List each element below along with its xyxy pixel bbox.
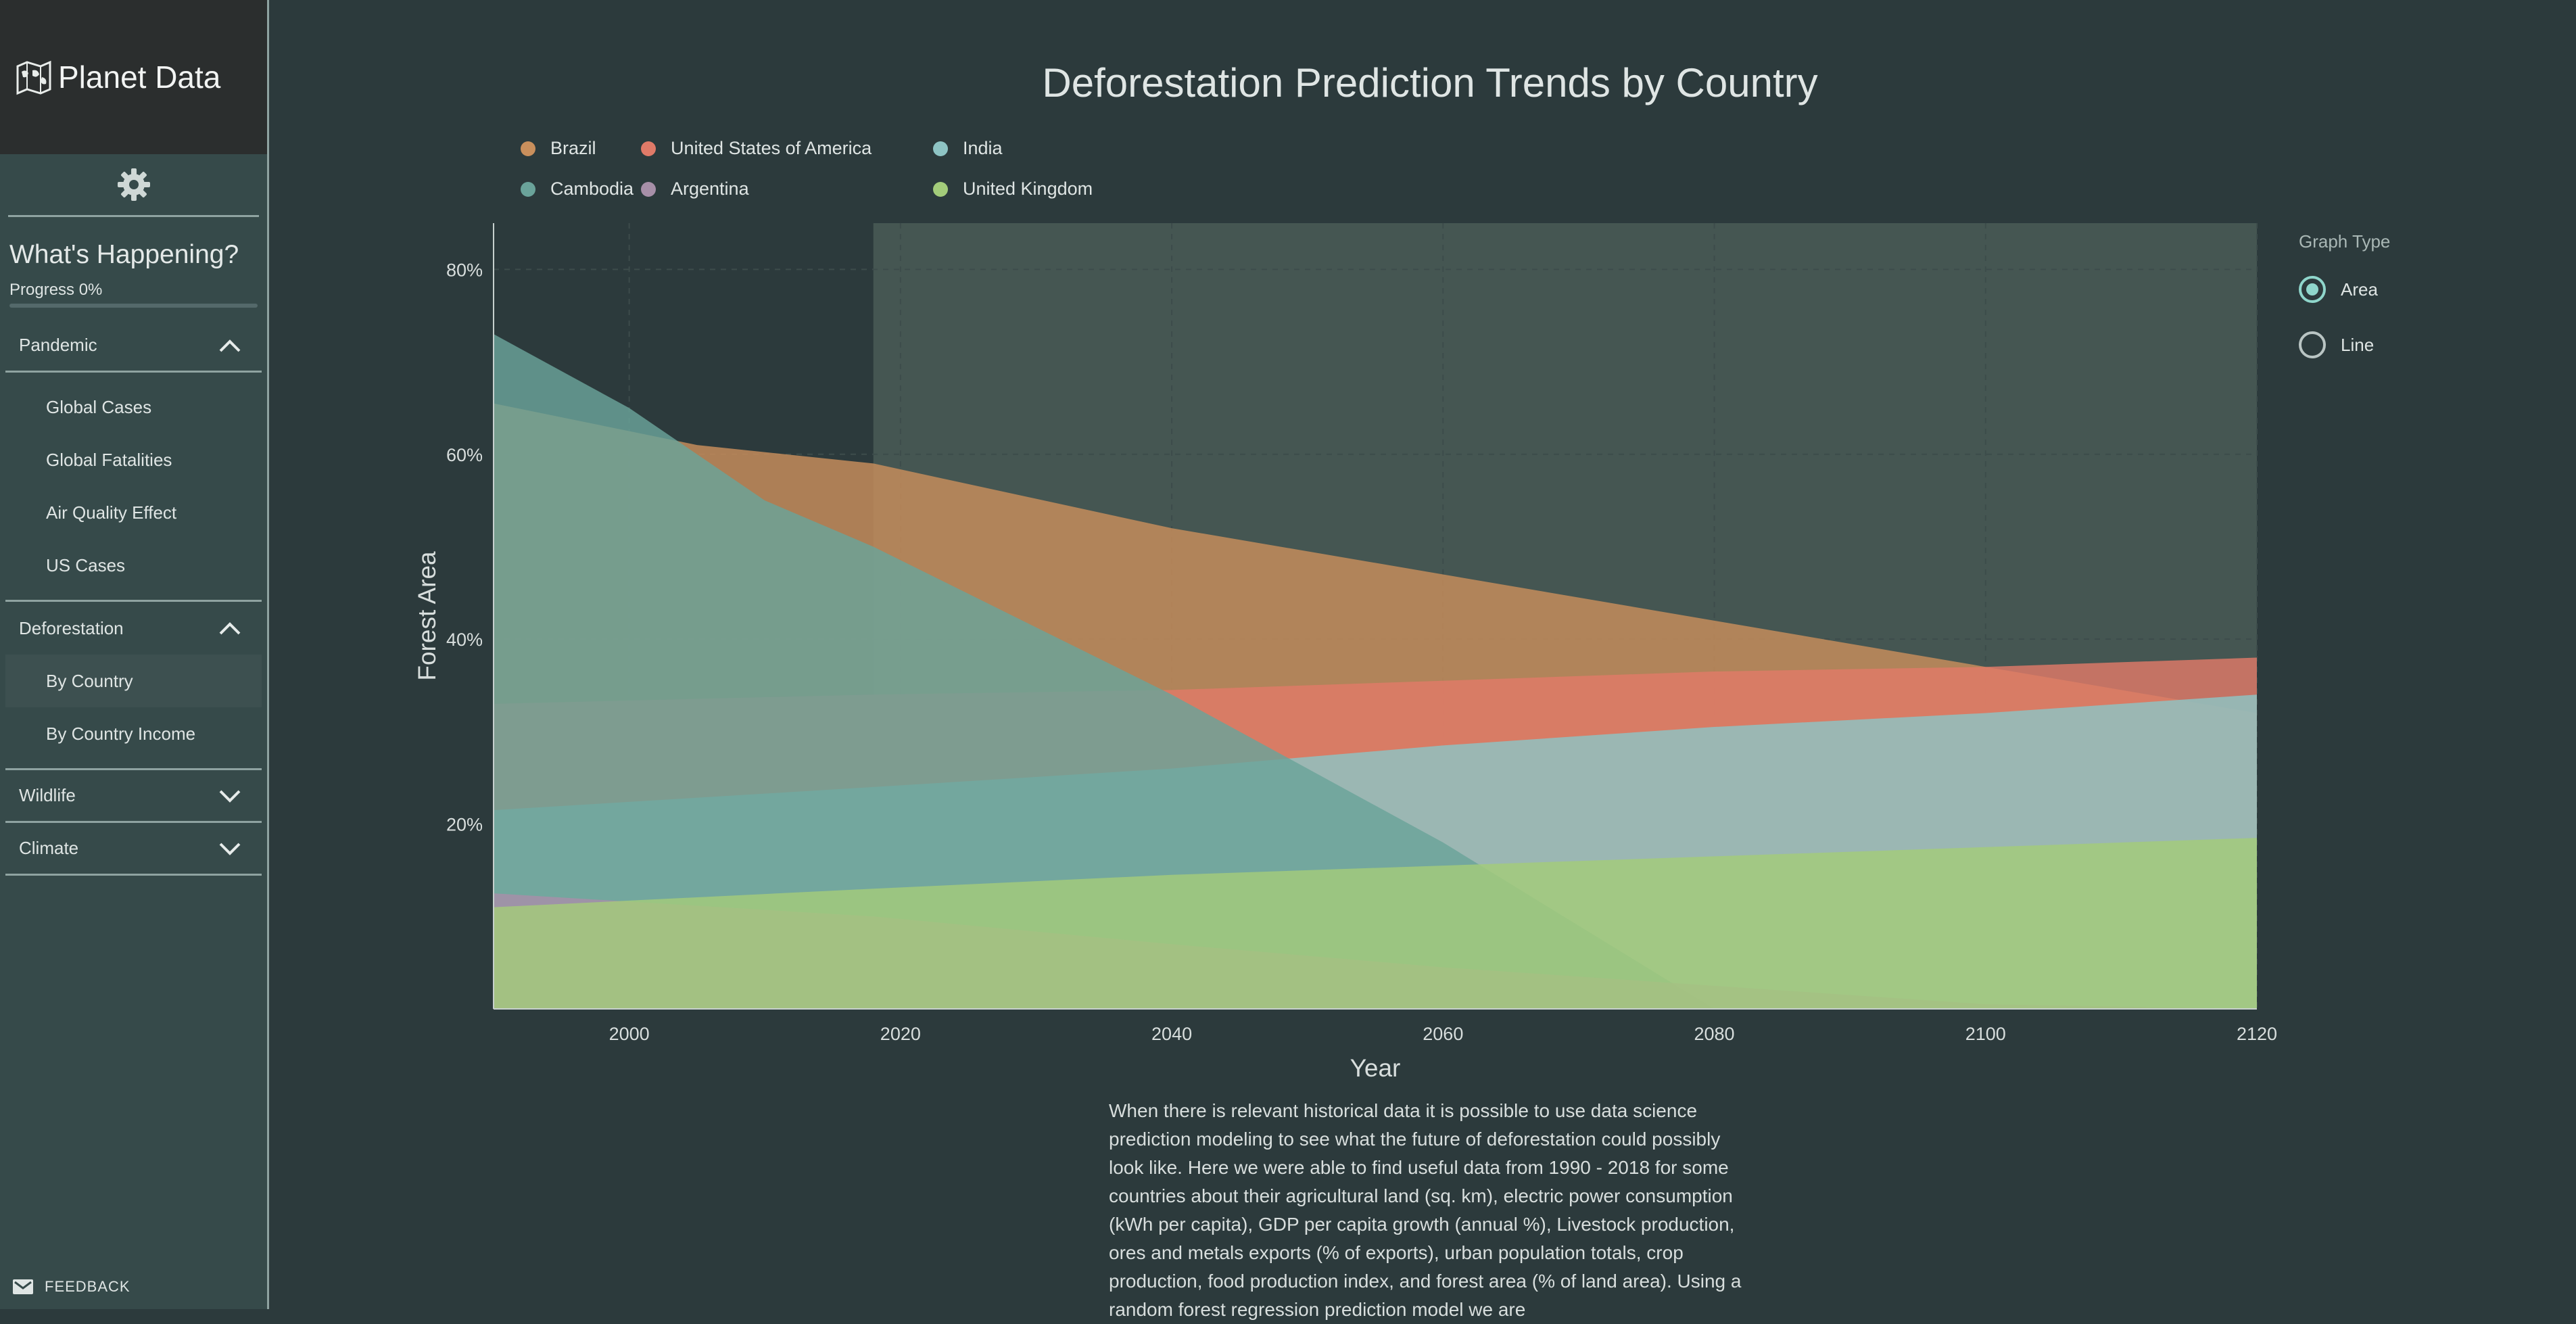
legend-item[interactable]: Argentina xyxy=(641,179,749,199)
legend-label: India xyxy=(963,138,1003,158)
x-tick-label: 2100 xyxy=(1965,1024,2006,1044)
nav-global-cases[interactable]: Global Cases xyxy=(46,396,152,417)
nav-global-fatalities[interactable]: Global Fatalities xyxy=(46,449,172,470)
chart-legend: Brazil United States of America India Cambo… xyxy=(521,138,1163,219)
x-tick-label: 2020 xyxy=(880,1024,921,1044)
feedback-button[interactable]: FEEDBACK xyxy=(12,1278,130,1296)
y-tick-label: 60% xyxy=(446,445,483,465)
x-tick-label: 2080 xyxy=(1694,1024,1734,1044)
section-climate[interactable]: Climate xyxy=(5,823,262,876)
radio-selected-icon[interactable] xyxy=(2299,276,2326,303)
section-label: Deforestation xyxy=(19,617,124,638)
legend-swatch xyxy=(521,141,535,156)
nav-by-country[interactable]: By Country xyxy=(5,655,262,707)
nav-by-country-income[interactable]: By Country Income xyxy=(46,723,196,744)
x-tick-label: 2120 xyxy=(2237,1024,2277,1044)
radio-label: Line xyxy=(2341,334,2375,355)
section-label: Pandemic xyxy=(19,335,97,355)
legend-swatch xyxy=(641,181,656,197)
chart-title: Deforestation Prediction Trends by Count… xyxy=(1042,60,1818,105)
progress-label: Progress 0% xyxy=(9,281,103,299)
radio-area[interactable]: Area xyxy=(2299,262,2390,317)
brand-header[interactable]: Planet Data xyxy=(0,0,267,154)
legend-item[interactable]: Cambodia xyxy=(521,179,634,199)
x-tick-label: 2040 xyxy=(1151,1024,1192,1044)
graph-type-selector: Graph Type Area Line xyxy=(2299,231,2390,373)
legend-label: United Kingdom xyxy=(963,179,1093,199)
nav-us-cases[interactable]: US Cases xyxy=(46,554,126,575)
x-tick-label: 2060 xyxy=(1423,1024,1463,1044)
chevron-up-icon xyxy=(219,339,241,352)
section-pandemic[interactable]: Pandemic xyxy=(5,320,262,373)
legend-swatch xyxy=(933,181,948,197)
graph-type-label: Graph Type xyxy=(2299,231,2391,252)
radio-line[interactable]: Line xyxy=(2299,317,2390,373)
progress-bar xyxy=(9,304,258,308)
legend-label: United States of America xyxy=(671,138,872,158)
legend-item[interactable]: India xyxy=(933,138,1003,159)
settings-row xyxy=(8,154,259,217)
section-label: Climate xyxy=(19,838,79,858)
legend-label: Argentina xyxy=(671,179,749,199)
pandemic-items: Global Cases Global Fatalities Air Quali… xyxy=(5,373,262,602)
chevron-down-icon xyxy=(219,790,241,803)
radio-unselected-icon[interactable] xyxy=(2299,331,2326,358)
sidebar-heading: What's Happening? xyxy=(9,240,239,269)
section-wildlife[interactable]: Wildlife xyxy=(5,770,262,823)
y-tick-label: 20% xyxy=(446,815,483,835)
legend-item[interactable]: Brazil xyxy=(521,138,596,159)
feedback-icon xyxy=(13,1279,33,1294)
feedback-label: FEEDBACK xyxy=(45,1278,130,1295)
radio-label: Area xyxy=(2341,279,2378,300)
series-area-cambodia xyxy=(494,334,1715,1009)
section-label: Wildlife xyxy=(19,785,76,805)
legend-swatch xyxy=(641,141,656,156)
series-area-united-kingdom xyxy=(494,838,2257,1009)
chevron-down-icon xyxy=(219,843,241,855)
section-deforestation[interactable]: Deforestation xyxy=(5,602,262,655)
sidebar: Planet Data What's Happening? Progress 0… xyxy=(0,0,269,1309)
x-tick-label: 2000 xyxy=(609,1024,650,1044)
legend-swatch xyxy=(933,141,948,156)
deforestation-items: By Country By Country Income xyxy=(5,655,262,770)
world-map-icon xyxy=(16,60,51,95)
chevron-up-icon xyxy=(219,622,241,635)
legend-swatch xyxy=(521,181,535,197)
brand-name: Planet Data xyxy=(58,60,221,95)
y-axis-title: Forest Area xyxy=(413,551,441,681)
gear-icon[interactable] xyxy=(116,167,151,202)
y-tick-label: 80% xyxy=(446,260,483,280)
legend-label: Cambodia xyxy=(550,179,634,199)
legend-item[interactable]: United States of America xyxy=(641,138,872,159)
legend-item[interactable]: United Kingdom xyxy=(933,179,1093,199)
legend-label: Brazil xyxy=(550,138,596,158)
description-text: When there is relevant historical data i… xyxy=(1109,1100,1742,1320)
y-tick-label: 40% xyxy=(446,630,483,650)
x-axis-title: Year xyxy=(1350,1054,1401,1082)
nav-air-quality-effect[interactable]: Air Quality Effect xyxy=(46,502,177,523)
